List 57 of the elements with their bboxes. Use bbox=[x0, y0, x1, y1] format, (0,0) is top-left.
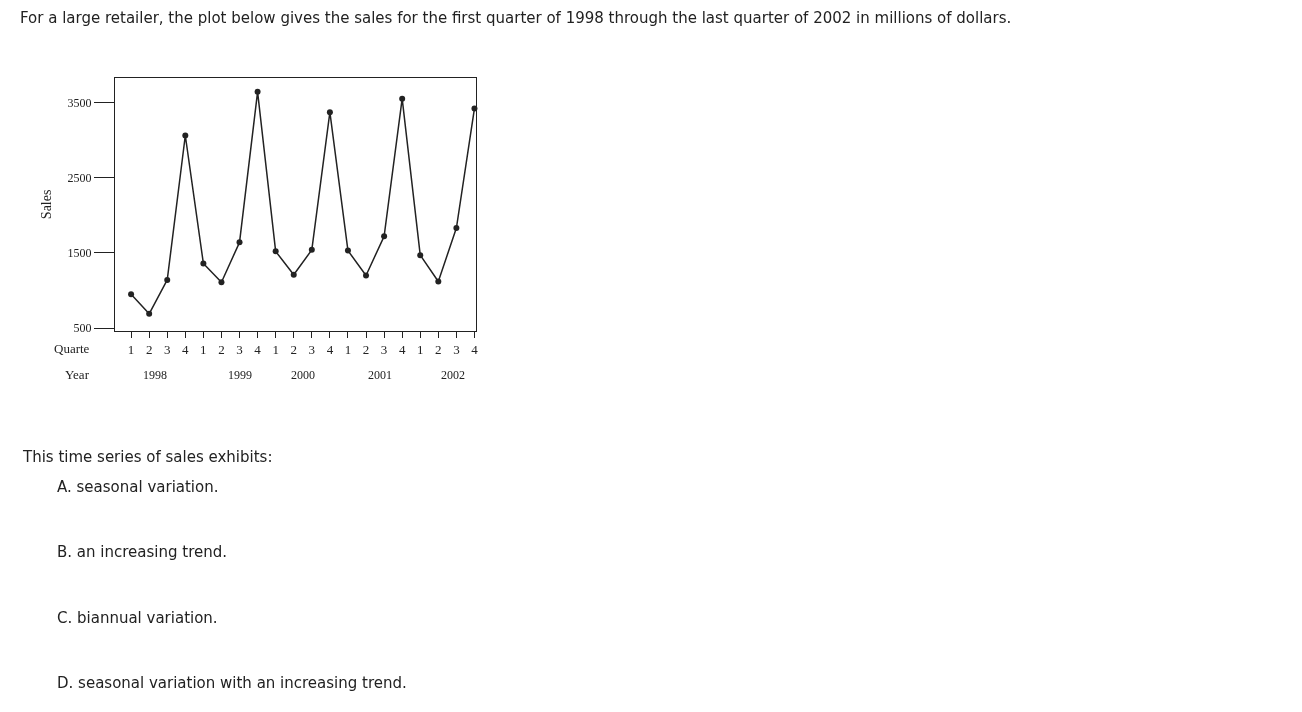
y-axis-title: Sales bbox=[39, 189, 55, 220]
x-tick-label: 2 bbox=[145, 341, 153, 357]
point bbox=[182, 132, 189, 139]
x-tick-label: 4 bbox=[182, 341, 190, 357]
x-tick-label: 4 bbox=[326, 341, 334, 357]
point bbox=[344, 247, 351, 254]
point bbox=[417, 252, 424, 259]
point bbox=[326, 109, 333, 116]
point bbox=[236, 239, 243, 246]
point bbox=[272, 248, 279, 255]
point bbox=[435, 278, 442, 285]
x-tick-label: 2 bbox=[435, 341, 442, 357]
text: C. biannual variation. bbox=[57, 609, 218, 627]
point bbox=[254, 88, 261, 95]
x-tick-label: 2 bbox=[290, 341, 297, 357]
text: A. seasonal variation. bbox=[57, 478, 219, 496]
point bbox=[146, 310, 153, 317]
x-tick-label: 3 bbox=[308, 341, 316, 357]
x-tick-label: 3 bbox=[163, 341, 171, 357]
point bbox=[453, 225, 460, 232]
point bbox=[218, 279, 225, 286]
x-tick-label: 4 bbox=[471, 341, 479, 357]
x-tick-label: 4 bbox=[398, 341, 406, 357]
text: 2000 bbox=[291, 368, 315, 382]
text: This time series of sales exhibits: bbox=[22, 448, 273, 466]
point bbox=[290, 271, 297, 278]
text: D. seasonal variation with an increasing trend. bbox=[57, 674, 407, 692]
x-tick-label: 2 bbox=[218, 341, 225, 357]
text: For a large retailer, the plot below gives the sales for the first quarter of 1998 through the last quarter of 2002 in millions of dollars. bbox=[20, 8, 1012, 27]
x-tick-label: 3 bbox=[380, 341, 388, 357]
point bbox=[381, 233, 388, 240]
x-tick-label: 1 bbox=[344, 341, 352, 357]
point bbox=[200, 260, 207, 267]
point bbox=[308, 246, 315, 253]
x-tick-label: 1 bbox=[272, 341, 279, 357]
point bbox=[399, 95, 406, 102]
x-tick-label: 3 bbox=[453, 341, 460, 357]
text: Year bbox=[65, 367, 90, 382]
x-tick-label: 1 bbox=[127, 341, 135, 357]
point bbox=[128, 291, 135, 298]
x-tick-label: 3 bbox=[236, 341, 243, 357]
x-tick-label: 4 bbox=[254, 341, 262, 357]
y-tick-label: 1500 bbox=[67, 246, 92, 261]
text: 1998 bbox=[143, 368, 167, 382]
x-tick-label: 1 bbox=[416, 341, 424, 357]
y-tick-label: 500 bbox=[73, 321, 92, 336]
text: B. an increasing trend. bbox=[57, 543, 227, 561]
y-tick-label: 2500 bbox=[67, 170, 92, 185]
x-tick-label: 2 bbox=[362, 341, 370, 357]
x-tick-label: 1 bbox=[200, 341, 207, 357]
text: Quarte bbox=[54, 341, 90, 356]
text: 2002 bbox=[441, 368, 465, 382]
text: 1999 bbox=[228, 368, 252, 382]
point bbox=[363, 272, 370, 279]
text: 2001 bbox=[368, 368, 392, 382]
point bbox=[164, 276, 171, 283]
y-tick-label: 3500 bbox=[67, 95, 92, 110]
